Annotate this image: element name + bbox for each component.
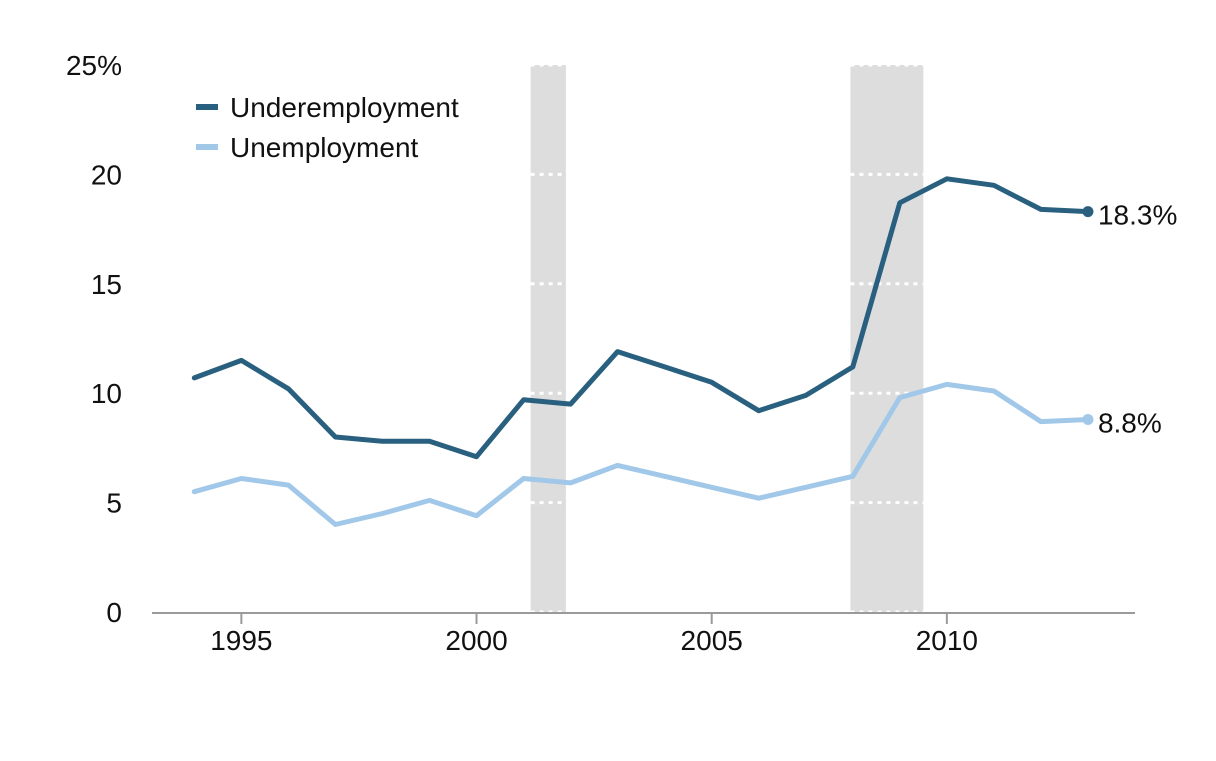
x-tick-label: 1995 xyxy=(210,625,272,656)
legend-label-underemployment: Underemployment xyxy=(230,92,459,123)
y-tick-label: 5 xyxy=(106,488,122,519)
y-tick-label: 25% xyxy=(66,50,122,81)
legend-label-unemployment: Unemployment xyxy=(230,132,419,163)
x-tick-label: 2005 xyxy=(681,625,743,656)
series-lines xyxy=(191,176,1094,527)
series-end-label-unemployment: 8.8% xyxy=(1098,407,1162,438)
series-end-point-underemployment xyxy=(1082,206,1094,218)
y-tick-label: 10 xyxy=(91,378,122,409)
series-end-point-unemployment xyxy=(1082,413,1094,425)
series-line-unemployment xyxy=(191,381,1091,527)
y-axis-tick-labels: 0 5 10 15 20 25% xyxy=(66,50,122,628)
y-tick-label: 0 xyxy=(106,597,122,628)
series-end-label-underemployment: 18.3% xyxy=(1098,200,1177,231)
recession-bands xyxy=(530,65,924,612)
series-line-underemployment xyxy=(191,176,1091,460)
y-tick-label: 20 xyxy=(91,159,122,190)
x-tick-label: 2000 xyxy=(445,625,507,656)
x-axis-ticks: 1995 2000 2005 2010 xyxy=(210,613,978,656)
x-tick-label: 2010 xyxy=(916,625,978,656)
legend: Underemployment Unemployment xyxy=(196,92,459,163)
recession-band xyxy=(530,65,566,612)
series-end-labels: 8.8% 18.3% xyxy=(1098,200,1177,439)
y-tick-label: 15 xyxy=(91,269,122,300)
